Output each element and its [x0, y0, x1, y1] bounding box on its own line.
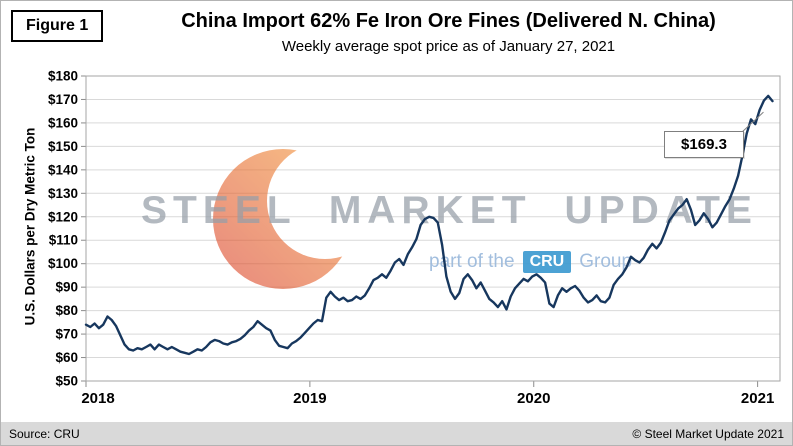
- cru-logo-badge: CRU: [522, 251, 572, 273]
- figure-label-badge: Figure 1: [11, 10, 104, 42]
- last-price-callout: $169.3: [664, 131, 744, 158]
- svg-text:$180: $180: [48, 69, 78, 84]
- svg-text:$50: $50: [55, 374, 78, 389]
- watermark-part-of-the: part of the: [429, 251, 515, 272]
- svg-text:$120: $120: [48, 209, 78, 224]
- y-axis-title: U.S. Dollars per Dry Metric Ton: [22, 127, 38, 326]
- svg-text:$150: $150: [48, 139, 78, 154]
- watermark-cru-line: part of the CRU Group: [429, 251, 632, 273]
- source-label: Source: CRU: [9, 426, 80, 441]
- footer-bar: Source: CRU © Steel Market Update 2021: [1, 422, 792, 445]
- svg-text:2019: 2019: [293, 390, 326, 407]
- chart-title: China Import 62% Fe Iron Ore Fines (Deli…: [181, 10, 716, 32]
- smu-crescent-icon: [213, 149, 353, 289]
- svg-text:2020: 2020: [517, 390, 550, 407]
- copyright-label: © Steel Market Update 2021: [632, 426, 784, 441]
- svg-text:2018: 2018: [81, 390, 114, 407]
- watermark-text: STEEL MARKET UPDATE: [141, 189, 758, 232]
- y-axis-tick-labels: $50 $60 $70 $80 $90 $100 $110 $120 $130 $140 $150 $…: [48, 69, 78, 389]
- svg-text:$160: $160: [48, 115, 78, 130]
- svg-text:$90: $90: [55, 280, 78, 295]
- gridlines: [81, 75, 781, 387]
- svg-text:$70: $70: [55, 327, 78, 342]
- annotation-connector: [740, 111, 764, 134]
- svg-text:$100: $100: [48, 256, 78, 271]
- chart-subtitle: Weekly average spot price as of January …: [281, 38, 616, 55]
- svg-text:2021: 2021: [741, 390, 774, 407]
- svg-text:$140: $140: [48, 162, 78, 177]
- smu-logo: [213, 143, 353, 300]
- svg-text:$110: $110: [49, 233, 78, 248]
- svg-text:$170: $170: [48, 92, 78, 107]
- svg-text:$80: $80: [55, 303, 78, 318]
- svg-text:$60: $60: [55, 350, 78, 365]
- x-axis-tick-labels: 2018 2019 2020 2021: [81, 390, 774, 407]
- svg-text:$130: $130: [48, 186, 78, 201]
- watermark-group: Group: [579, 251, 633, 272]
